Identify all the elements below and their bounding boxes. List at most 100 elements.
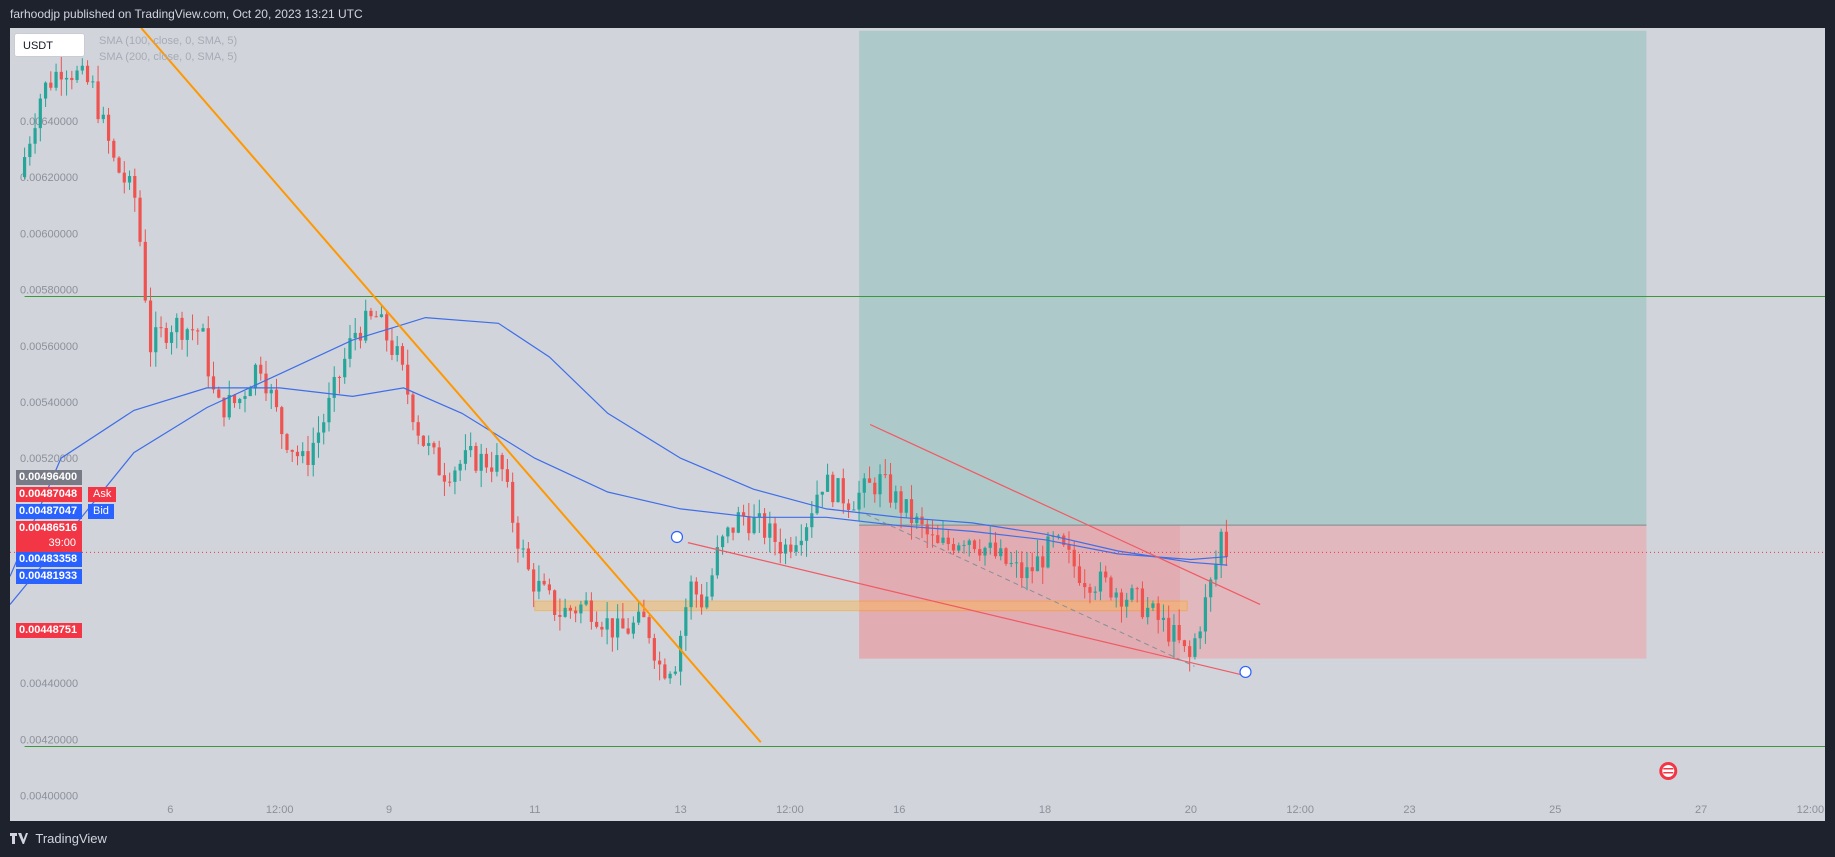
candle-body <box>804 527 809 541</box>
candle-body <box>112 140 116 158</box>
candle-body <box>1188 646 1192 657</box>
y-tick-label: 0.00540000 <box>20 397 78 409</box>
candle-body <box>736 512 740 533</box>
candle-body <box>54 71 58 88</box>
candle-body <box>295 451 300 457</box>
candle-body <box>946 537 950 545</box>
candle-body <box>1004 548 1008 564</box>
candle-body <box>201 328 205 332</box>
support-zone <box>534 600 1188 612</box>
candle-body <box>427 443 431 446</box>
candle-body <box>920 516 924 525</box>
bar-countdown: 39:00 <box>48 537 76 549</box>
candle-body <box>741 512 746 517</box>
candle-body <box>379 314 384 318</box>
chart-svg[interactable]: 0.00640000 0.00620000 0.00600000 0.00580000… <box>10 28 1825 821</box>
x-tick-label: 23 <box>1403 804 1415 816</box>
candle-body <box>301 451 305 457</box>
candle-body <box>306 451 310 465</box>
candle-body <box>720 536 725 548</box>
candle-body <box>437 447 441 476</box>
indicator-sma100[interactable]: SMA (100, close, 0, SMA, 5) <box>99 35 238 47</box>
candle-body <box>663 664 667 679</box>
footer-brand[interactable]: TradingView <box>35 831 107 846</box>
candle-body <box>1020 562 1024 579</box>
candle-body <box>133 176 137 198</box>
candle-body <box>925 524 929 535</box>
candle-body <box>600 626 604 630</box>
candle-body <box>1041 556 1045 568</box>
y-tick-label: 0.00400000 <box>20 791 78 803</box>
candle-body <box>190 329 195 331</box>
candle-body <box>1083 583 1087 588</box>
y-tick-label: 0.00560000 <box>20 341 78 353</box>
candle-body <box>358 332 363 341</box>
candle-body <box>458 463 462 471</box>
candle-body <box>584 600 588 605</box>
candle-body <box>274 389 279 408</box>
us-flag-stripe <box>1663 768 1674 770</box>
candle-body <box>64 77 69 80</box>
candle-body <box>1219 531 1223 564</box>
y-tick-label: 0.00620000 <box>20 172 78 184</box>
candle-body <box>605 618 609 630</box>
x-tick-label: 12:00 <box>266 804 294 816</box>
candle-body <box>988 542 992 548</box>
candle-body <box>463 450 468 464</box>
candle-body <box>1182 640 1187 647</box>
candle-body <box>972 540 977 550</box>
candle-body <box>43 82 48 99</box>
x-tick-label: 13 <box>674 804 686 816</box>
candle-body <box>232 394 237 404</box>
candle-body <box>521 548 525 550</box>
candle-body <box>1151 603 1155 608</box>
candle-body <box>474 445 478 471</box>
candle-body <box>1203 597 1208 632</box>
candle-body <box>936 535 940 543</box>
candle-body <box>1167 617 1171 642</box>
candle-body <box>1125 599 1129 607</box>
candle-body <box>563 607 567 617</box>
candle-body <box>747 516 751 534</box>
candle-body <box>647 617 651 639</box>
candle-body <box>259 364 263 374</box>
candle-body <box>820 491 824 495</box>
chart-area[interactable]: 0.00640000 0.00620000 0.00600000 0.00580000… <box>10 28 1825 821</box>
tradingview-logo-icon <box>10 827 28 853</box>
candle-body <box>873 482 877 495</box>
dashed-trendline <box>866 514 1195 667</box>
candle-body <box>1062 535 1066 545</box>
candle-body <box>169 332 174 343</box>
candle-body <box>369 310 373 317</box>
candle-body <box>574 610 578 614</box>
indicator-sma200[interactable]: SMA (200, close, 0, SMA, 5) <box>99 51 238 63</box>
candle-body <box>395 346 399 355</box>
candle-body <box>264 373 268 394</box>
candle-body <box>269 389 273 394</box>
candle-body <box>416 422 420 436</box>
candle-body <box>38 98 42 129</box>
symbol-selector[interactable]: USDT <box>14 33 85 57</box>
candle-body <box>558 614 562 617</box>
candle-body <box>70 77 74 81</box>
x-tick-label: 25 <box>1549 804 1561 816</box>
candle-body <box>49 82 53 88</box>
candle-body <box>773 523 777 542</box>
candle-body <box>878 474 882 495</box>
candle-body <box>59 71 63 80</box>
candle-body <box>668 673 672 679</box>
candle-body <box>85 65 90 83</box>
candle-body <box>1224 531 1229 557</box>
candle-body <box>490 467 494 472</box>
candle-body <box>1072 549 1076 567</box>
candle-body <box>715 547 719 576</box>
candle-body <box>91 81 95 83</box>
candle-body <box>983 547 987 556</box>
candle-body <box>390 340 394 355</box>
candle-body <box>616 618 620 638</box>
candle-body <box>516 522 520 549</box>
candle-body <box>836 478 840 503</box>
candle-body <box>783 544 788 554</box>
candle-body <box>642 611 646 618</box>
x-tick-label: 20 <box>1185 804 1197 816</box>
